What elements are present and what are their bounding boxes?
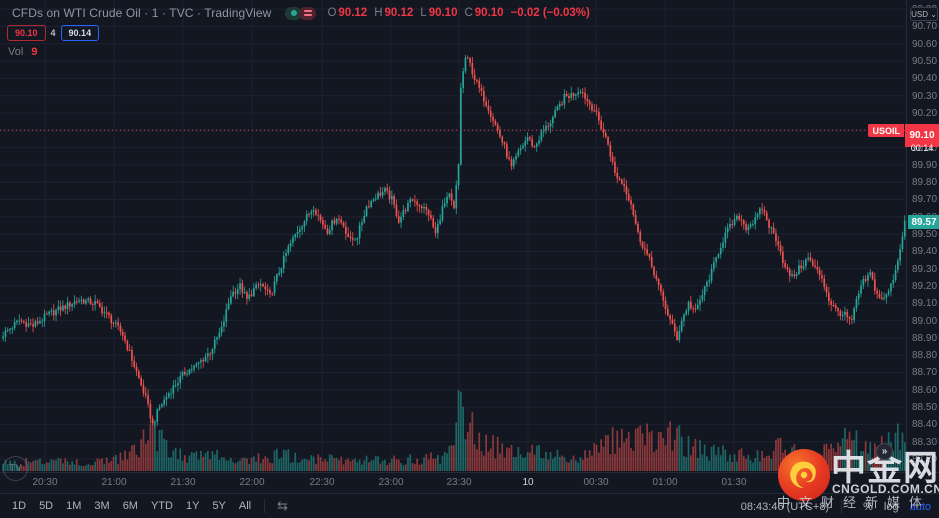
- volume-readout: Vol 9: [8, 46, 590, 58]
- price-tick: 88.90: [912, 333, 938, 344]
- high-label: H: [374, 7, 383, 19]
- time-tick: 20:30: [32, 477, 58, 488]
- price-tick: 88.80: [912, 350, 938, 361]
- auto-scale-button[interactable]: auto: [909, 500, 931, 513]
- spread-bars-icon[interactable]: [299, 6, 317, 20]
- range-button-1m[interactable]: 1M: [66, 500, 82, 512]
- open-label: O: [327, 7, 337, 19]
- bar-countdown: 00:14: [910, 143, 934, 153]
- price-tick: 88.20: [912, 454, 938, 465]
- price-line-value: 90.10 00:14: [905, 124, 939, 153]
- price-line-label: USOIL 90.10 00:14: [868, 124, 939, 153]
- percent-scale-button[interactable]: %: [863, 500, 873, 513]
- time-tick: 23:30: [446, 477, 472, 488]
- range-button-1y[interactable]: 1Y: [185, 500, 200, 512]
- bid-ask-row: 90.10 4 90.14: [7, 24, 590, 41]
- price-line-price: 90.10: [909, 130, 935, 141]
- price-tick: 90.50: [912, 56, 938, 67]
- time-tick: 01:30: [721, 477, 747, 488]
- spread-value: 4: [50, 27, 56, 38]
- ask-button[interactable]: 90.14: [60, 24, 100, 41]
- time-tick: 22:00: [239, 477, 265, 488]
- price-tick: 90.40: [912, 73, 938, 84]
- range-button-3m[interactable]: 3M: [94, 500, 110, 512]
- toolbar-divider: [264, 499, 266, 513]
- price-line-symbol: USOIL: [868, 124, 904, 137]
- low-label: L: [420, 7, 427, 19]
- close-value: 90.10: [474, 7, 504, 19]
- range-button-5y[interactable]: 5Y: [212, 500, 226, 512]
- time-tick: 00:30: [583, 477, 609, 488]
- price-tick: 89.90: [912, 160, 938, 171]
- price-tick: 89.10: [912, 298, 938, 309]
- price-tick: 89.20: [912, 281, 938, 292]
- price-tick: 90.70: [912, 21, 938, 32]
- currency-dropdown[interactable]: USD ⌄: [910, 7, 938, 21]
- volume-label: Vol: [8, 46, 24, 58]
- high-value: 90.12: [384, 7, 414, 19]
- chart-legend: CFDs on WTI Crude Oil · 1 · TVC · Tradin…: [7, 5, 590, 58]
- price-tick: 90.20: [912, 108, 938, 119]
- price-tick: 90.00: [912, 143, 938, 154]
- ohlc-readout: O 90.12 H 90.12 L 90.10 C 90.10 −0.02 (−0.03…: [327, 7, 589, 19]
- candlestick-chart[interactable]: [0, 0, 906, 472]
- change-value: −0.02 (−0.03%): [510, 7, 590, 19]
- time-tick: 23:00: [378, 477, 404, 488]
- range-button-all[interactable]: All: [238, 500, 252, 512]
- symbol-title[interactable]: CFDs on WTI Crude Oil · 1 · TVC · Tradin…: [12, 6, 272, 20]
- open-value: 90.12: [338, 7, 368, 19]
- price-tick: 89.40: [912, 246, 938, 257]
- last-price-label: 89.57: [908, 215, 939, 229]
- price-tick: 88.50: [912, 402, 938, 413]
- go-to-date-icon[interactable]: ⇆: [277, 498, 289, 513]
- low-value: 90.10: [428, 7, 458, 19]
- price-tick: 88.30: [912, 437, 938, 448]
- price-tick: 88.40: [912, 419, 938, 430]
- bottom-toolbar: 1D 5D 1M 3M 6M YTD 1Y 5Y All ⇆ 08:43:46 (UTC+8) …: [0, 493, 939, 518]
- price-tick: 89.50: [912, 229, 938, 240]
- price-axis[interactable]: USD ⌄ 90.8090.7090.6090.5090.4090.3090.2…: [906, 0, 939, 493]
- time-tick: 22:30: [309, 477, 335, 488]
- session-clock[interactable]: 08:43:46 (UTC+8): [740, 500, 830, 513]
- time-axis[interactable]: 20:30 21:00 21:30 22:00 22:30 23:00 23:30 10 00:…: [0, 472, 939, 493]
- time-tick: 21:00: [101, 477, 127, 488]
- price-tick: 88.70: [912, 367, 938, 378]
- tradingview-watermark-icon: TV: [3, 456, 28, 481]
- close-label: C: [464, 7, 473, 19]
- price-tick: 89.80: [912, 177, 938, 188]
- log-scale-button[interactable]: log: [883, 500, 899, 513]
- price-tick: 90.30: [912, 91, 938, 102]
- go-to-realtime-button[interactable]: »: [876, 443, 893, 460]
- price-tick: 88.60: [912, 385, 938, 396]
- bid-button[interactable]: 90.10: [7, 24, 46, 41]
- price-tick: 89.70: [912, 194, 938, 205]
- range-button-5d[interactable]: 5D: [39, 500, 54, 512]
- price-tick: 89.00: [912, 316, 938, 327]
- price-tick: 90.60: [912, 39, 938, 50]
- volume-value: 9: [31, 46, 38, 58]
- date-range-buttons: 1D 5D 1M 3M 6M YTD 1Y 5Y All: [12, 500, 264, 512]
- status-pills: [285, 6, 317, 20]
- toolbar-divider: [841, 499, 843, 514]
- time-tick: 10: [522, 477, 534, 488]
- price-tick: 89.30: [912, 264, 938, 275]
- range-button-6m[interactable]: 6M: [122, 500, 138, 512]
- time-tick: 01:00: [652, 477, 678, 488]
- time-tick: 21:30: [170, 477, 196, 488]
- market-open-dot-icon[interactable]: [285, 6, 303, 20]
- range-button-ytd[interactable]: YTD: [150, 500, 173, 512]
- range-button-1d[interactable]: 1D: [12, 500, 27, 512]
